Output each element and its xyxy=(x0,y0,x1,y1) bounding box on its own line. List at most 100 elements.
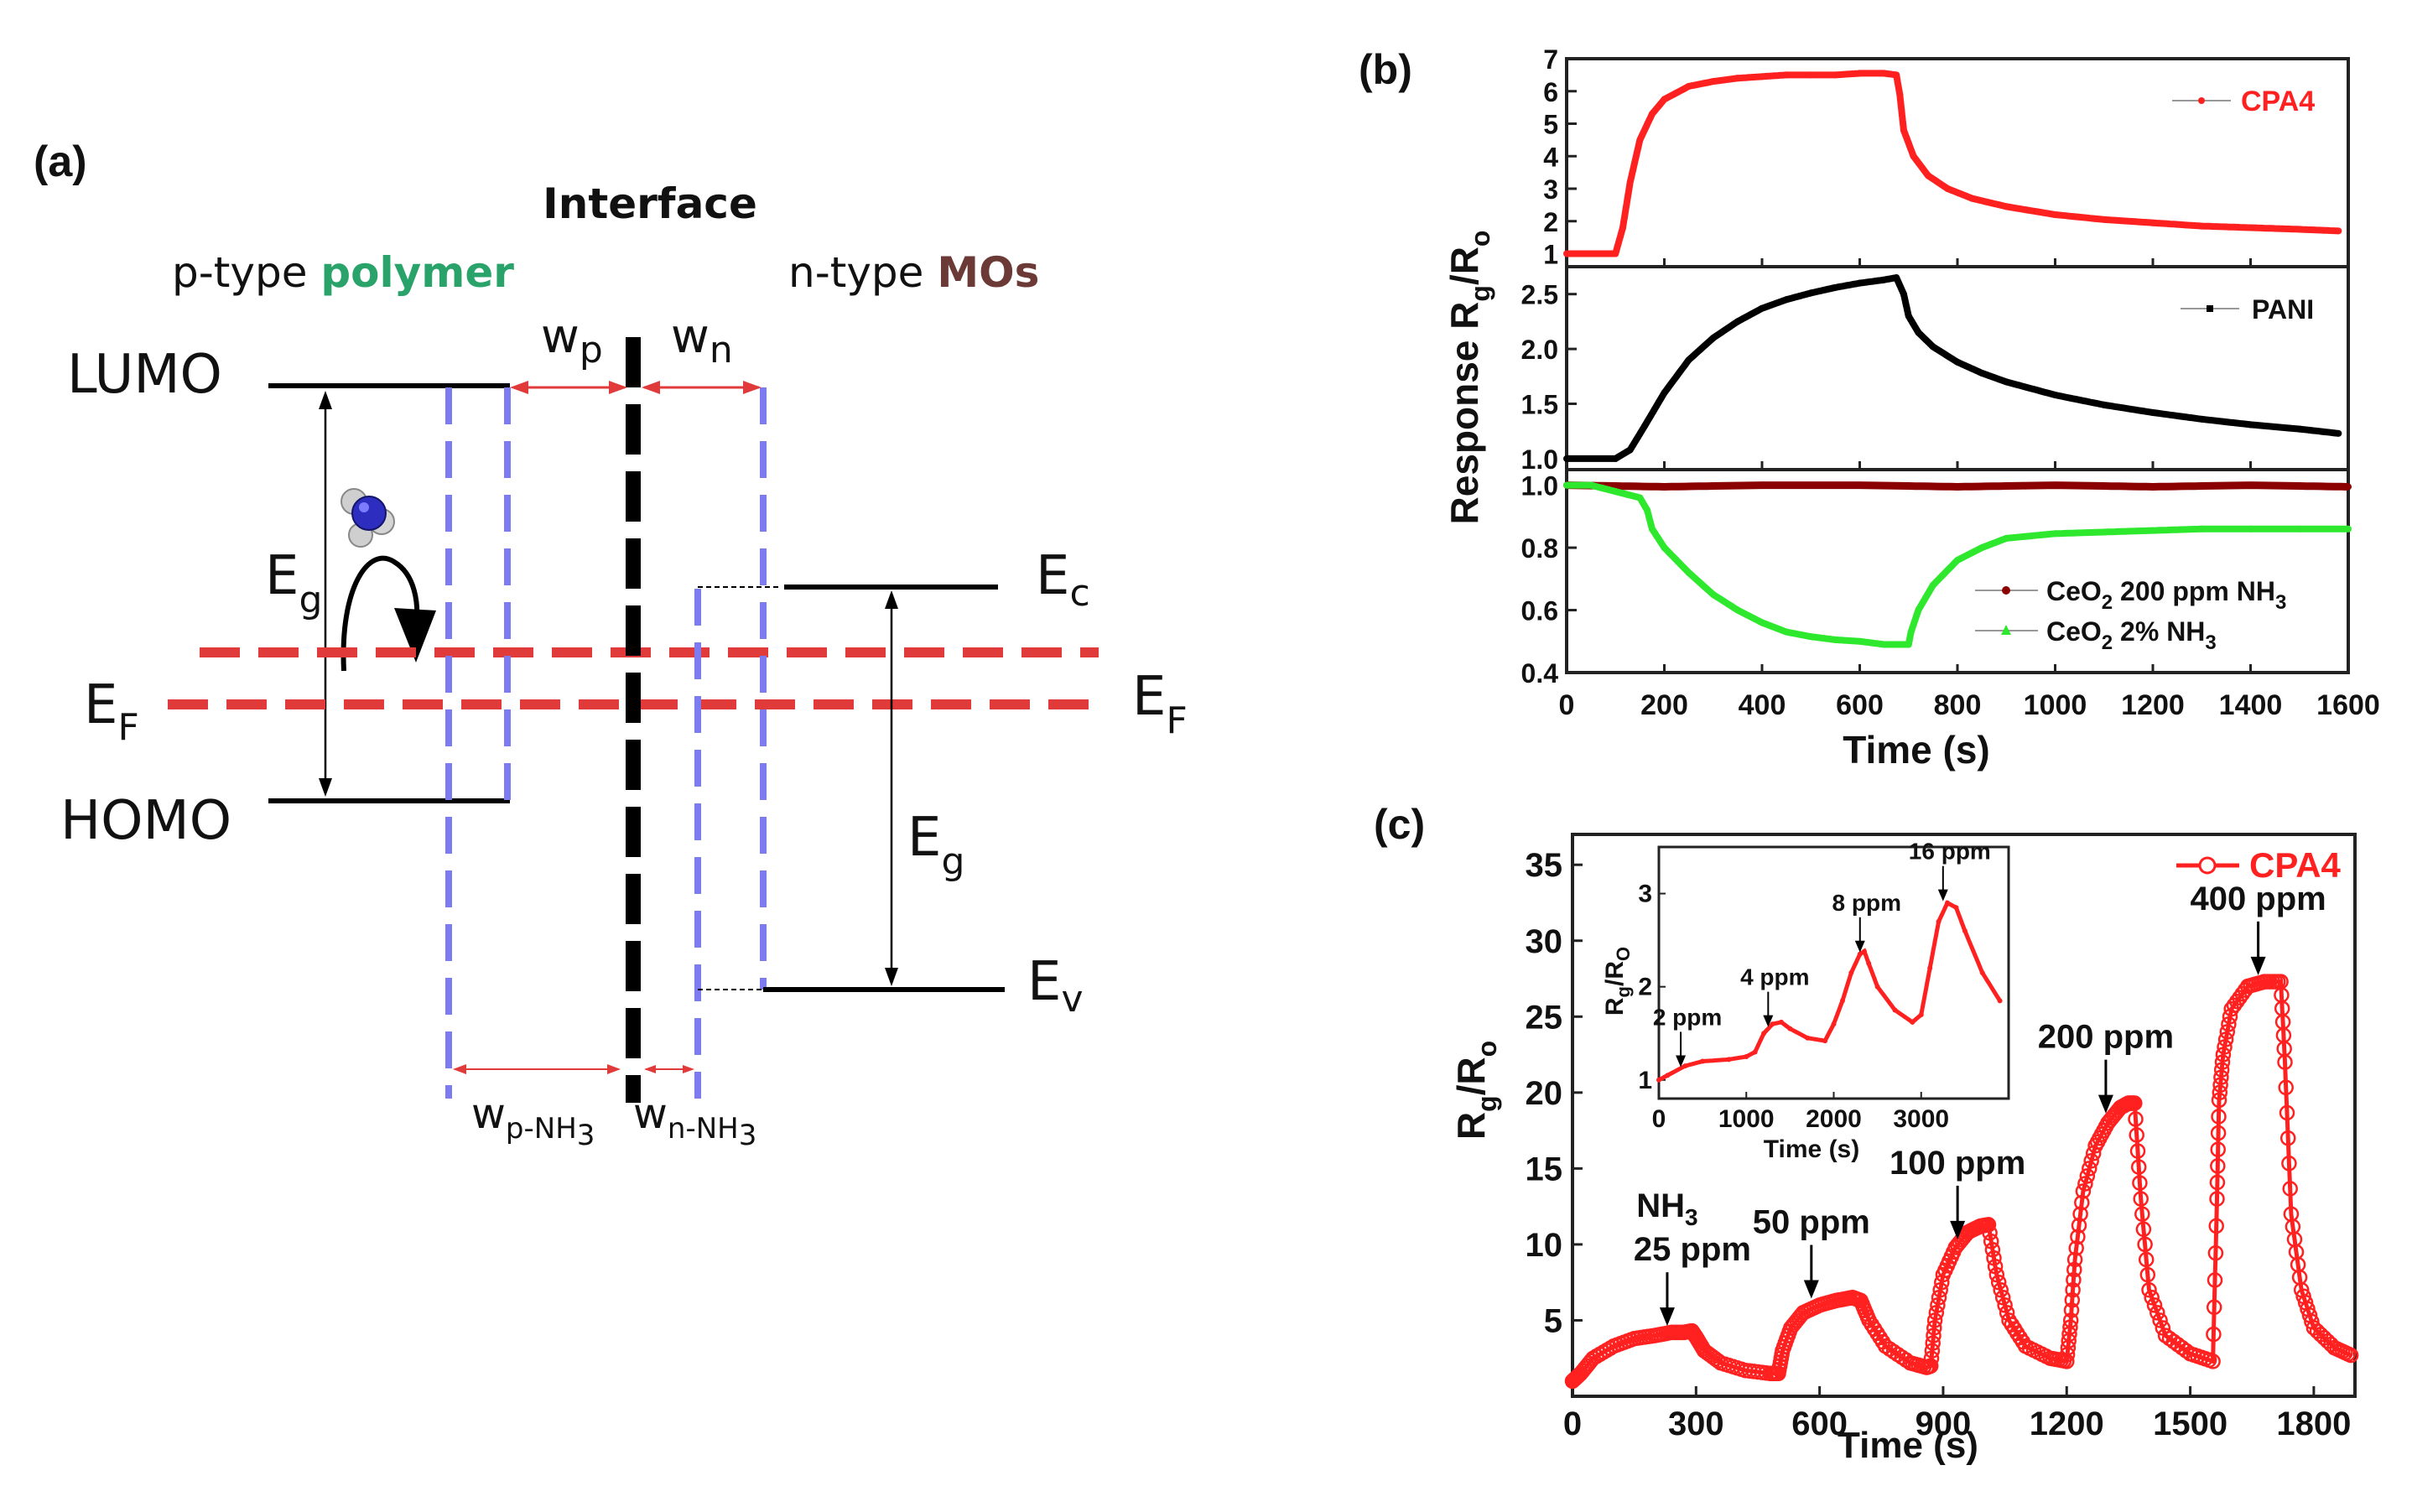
data-point xyxy=(2065,1281,2081,1298)
data-point xyxy=(1619,224,1626,231)
data-point xyxy=(1641,422,1649,429)
main-plot-frame xyxy=(1571,833,2357,1398)
data-point xyxy=(1612,455,1619,462)
data-point xyxy=(1759,304,1765,312)
eg-left-sub: g xyxy=(299,579,322,621)
inset-data-point xyxy=(1861,948,1867,954)
data-point xyxy=(2207,1272,2223,1288)
panel-c-inset-plot: 1 2 3 0 1000 2000 3000 2 ppm 4 ppm 8 ppm 16 ppm xyxy=(1638,839,2010,1133)
annotation-arrowhead xyxy=(1803,1280,1819,1299)
data-point xyxy=(1880,641,1888,648)
data-point xyxy=(1895,641,1903,648)
ec-main: E xyxy=(1036,545,1069,607)
inset-data-point xyxy=(1945,900,1951,906)
inset-x-tick-label: 0 xyxy=(1652,1105,1666,1133)
mos-word: MOs xyxy=(937,248,1039,297)
inset-y-axis-title: Rg/RO xyxy=(1601,947,1634,1016)
data-point xyxy=(1930,1297,1946,1313)
data-point xyxy=(2077,1176,2093,1192)
data-point xyxy=(2003,378,2010,386)
inset-data-point xyxy=(1927,965,1933,971)
data-point xyxy=(2212,1084,2228,1101)
data-point xyxy=(2064,1292,2081,1308)
data-point xyxy=(2211,1109,2227,1125)
data-point xyxy=(1923,1350,1940,1366)
eg-left-label: Eg xyxy=(265,545,322,621)
data-point xyxy=(1968,195,1976,202)
data-point xyxy=(1922,1358,1939,1374)
inset-annotation-arrowhead xyxy=(1763,1015,1774,1027)
y-tick-label: 0.8 xyxy=(1521,533,1558,564)
data-point xyxy=(1685,356,1692,364)
wn-nh3-sub3: 3 xyxy=(739,1119,757,1152)
y-tick-label: 1.0 xyxy=(1521,471,1558,501)
data-point xyxy=(1905,641,1912,648)
x-tick-label: 1200 xyxy=(2121,689,2185,721)
data-point xyxy=(1983,1234,1999,1250)
wn-main: w xyxy=(671,309,710,364)
data-point xyxy=(1563,481,1570,489)
data-point xyxy=(2215,1047,2232,1063)
data-point xyxy=(1925,1335,1941,1351)
inset-data-point xyxy=(1770,1021,1775,1027)
panel-c-y-axis-title: Rg/Ro xyxy=(1449,1041,1502,1140)
inset-data-point xyxy=(1665,1073,1671,1078)
data-point xyxy=(2066,1251,2083,1268)
panel-c-ylabel-sub2: o xyxy=(1472,1041,1502,1057)
panel-c-ylabel-rest: /R xyxy=(1449,1057,1493,1095)
data-point xyxy=(2279,1104,2295,1121)
data-point xyxy=(2210,1141,2226,1157)
data-point xyxy=(2129,1127,2144,1143)
data-point xyxy=(1648,525,1656,533)
data-point xyxy=(2247,421,2254,429)
data-point xyxy=(1980,1217,1997,1233)
data-point xyxy=(1644,507,1651,514)
data-point xyxy=(1636,494,1644,501)
data-point xyxy=(2214,1054,2231,1070)
y-tick-label: 35 xyxy=(1526,847,1563,884)
inset-data-point xyxy=(1892,1007,1898,1013)
data-point xyxy=(2083,1153,2099,1169)
n-type-prefix: n-type xyxy=(788,248,937,297)
legend-ceo2-200ppm-text: CeO2 200 ppm NH3 xyxy=(2046,576,2286,614)
y-tick-label: 1 xyxy=(1543,240,1558,270)
data-point xyxy=(2003,534,2010,542)
data-point xyxy=(1990,1274,2007,1291)
panel-c-x-axis-title: Time (s) xyxy=(1838,1425,1978,1466)
data-point xyxy=(1997,1297,2013,1313)
y-tick-label: 20 xyxy=(1526,1075,1563,1112)
data-point xyxy=(2066,1261,2082,1278)
data-point xyxy=(2141,1281,2157,1298)
data-point xyxy=(1944,185,1952,192)
data-point xyxy=(2205,1354,2221,1369)
data-point xyxy=(2295,525,2303,533)
data-point xyxy=(2247,525,2254,533)
data-point xyxy=(2100,401,2108,408)
data-point xyxy=(2133,1191,2149,1207)
legend-ceo2-a-sub2: 3 xyxy=(2275,591,2286,614)
data-point xyxy=(1832,636,1839,643)
legend-cpa4-text: CPA4 xyxy=(2241,86,2315,117)
panel-c-legend-text: CPA4 xyxy=(2249,845,2342,885)
data-point xyxy=(1880,70,1888,77)
data-point xyxy=(2149,527,2156,534)
adsorption-curved-arrow xyxy=(340,555,436,672)
ev-main: E xyxy=(1027,951,1061,1013)
panel-b-legend-ceo2-2pct: CeO2 2% NH3 xyxy=(1975,616,2217,654)
inset-x-tick-label: 2000 xyxy=(1806,1105,1862,1133)
data-point xyxy=(2295,226,2303,233)
data-point xyxy=(1880,276,1888,283)
ec-label: Ec xyxy=(1036,545,1090,615)
data-point xyxy=(1783,628,1791,636)
data-point xyxy=(2247,481,2254,489)
wp-sub: p xyxy=(580,329,603,372)
homo-label: HOMO xyxy=(60,790,231,852)
panel-a: (a) Interface p-type polymer n-type MOs … xyxy=(34,138,1188,1152)
data-point xyxy=(2051,530,2059,538)
inset-data-point xyxy=(1726,1057,1732,1063)
data-point xyxy=(1832,283,1839,291)
data-point xyxy=(1661,544,1668,552)
data-point xyxy=(2051,481,2059,489)
data-point xyxy=(2068,1240,2084,1256)
